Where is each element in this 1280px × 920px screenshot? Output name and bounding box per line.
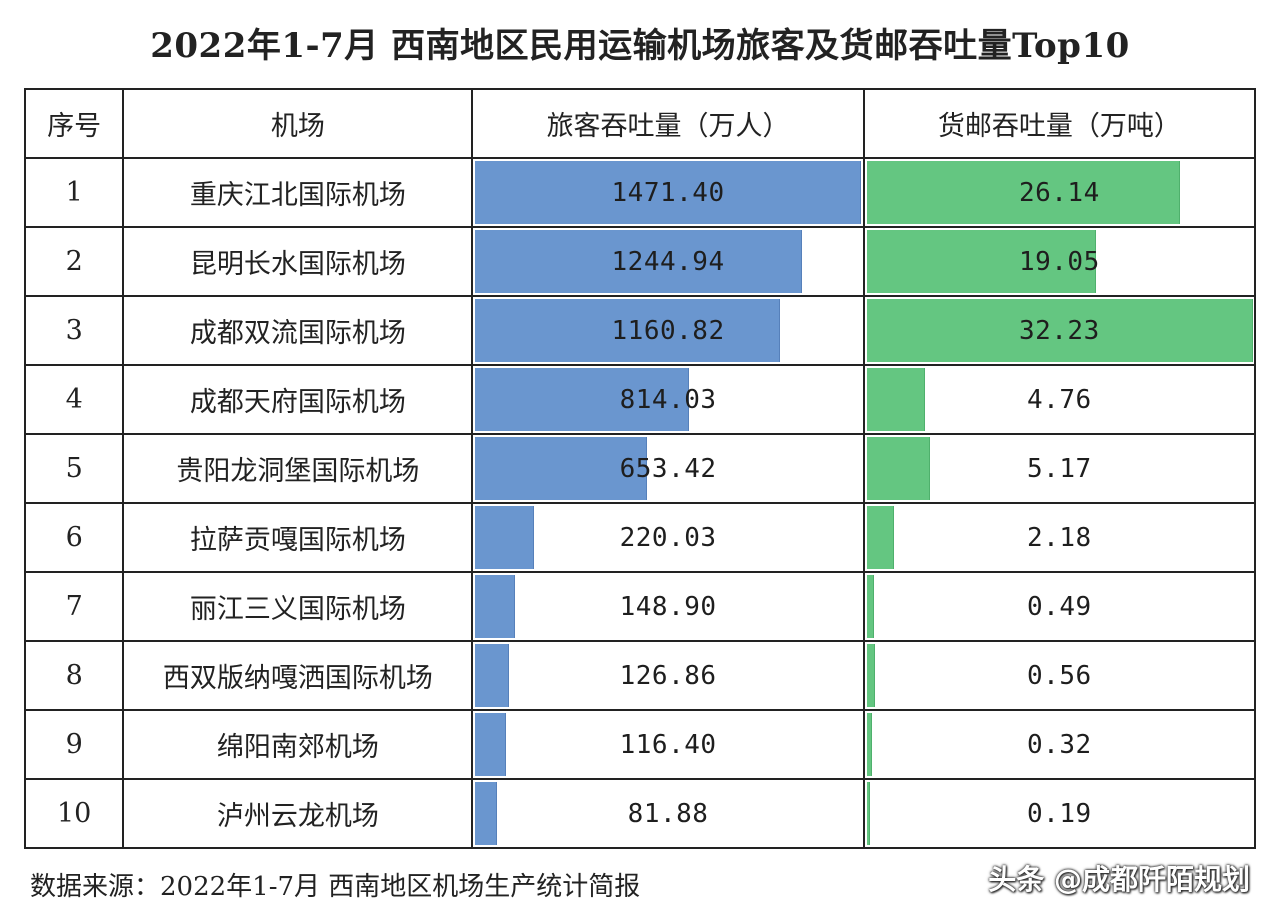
table-row: 3 成都双流国际机场 1160.82 32.23 — [23, 295, 1257, 366]
table-row: 7 丽江三义国际机场 148.90 0.49 — [23, 571, 1257, 642]
passenger-cell: 126.86 — [471, 640, 865, 711]
cargo-value: 5.17 — [1027, 454, 1092, 484]
table-row: 10 泸州云龙机场 81.88 0.19 — [23, 778, 1257, 849]
passenger-value: 148.90 — [619, 592, 717, 622]
row-number: 10 — [23, 778, 125, 849]
table-row: 1 重庆江北国际机场 1471.40 26.14 — [23, 157, 1257, 228]
passenger-bar — [475, 644, 510, 707]
table-row: 5 贵阳龙洞堡国际机场 653.42 5.17 — [23, 433, 1257, 504]
passenger-cell: 148.90 — [471, 571, 865, 642]
passenger-cell: 653.42 — [471, 433, 865, 504]
row-number: 2 — [23, 226, 125, 297]
passenger-bar — [475, 230, 803, 293]
table-header-row: 序号 机场 旅客吞吐量（万人） 货邮吞吐量（万吨） — [23, 88, 1257, 159]
cargo-cell: 32.23 — [862, 295, 1257, 366]
header-no: 序号 — [23, 88, 125, 159]
airport-name: 重庆江北国际机场 — [122, 157, 474, 228]
row-number: 4 — [23, 364, 125, 435]
passenger-cell: 1160.82 — [471, 295, 865, 366]
row-number: 9 — [23, 709, 125, 780]
header-airport: 机场 — [122, 88, 474, 159]
row-number: 6 — [23, 502, 125, 573]
cargo-bar — [866, 644, 875, 707]
chart-title: 2022年1-7月 西南地区民用运输机场旅客及货邮吞吐量Top10 — [150, 26, 1130, 66]
cargo-bar — [866, 713, 872, 776]
passenger-value: 1471.40 — [611, 178, 725, 208]
cargo-bar — [866, 506, 894, 569]
cargo-cell: 0.19 — [862, 778, 1257, 849]
passenger-bar — [475, 368, 690, 431]
passenger-bar — [475, 299, 781, 362]
header-passenger: 旅客吞吐量（万人） — [471, 88, 865, 159]
airport-name: 成都双流国际机场 — [122, 295, 474, 366]
passenger-value: 116.40 — [619, 730, 717, 760]
cargo-cell: 2.18 — [862, 502, 1257, 573]
passenger-bar — [475, 506, 535, 569]
passenger-value: 126.86 — [619, 661, 717, 691]
cargo-cell: 4.76 — [862, 364, 1257, 435]
cargo-cell: 19.05 — [862, 226, 1257, 297]
passenger-value: 1160.82 — [611, 316, 725, 346]
data-table: 序号 机场 旅客吞吐量（万人） 货邮吞吐量（万吨） 1 重庆江北国际机场 1471.… — [23, 88, 1257, 849]
cargo-value: 0.32 — [1027, 730, 1092, 760]
table-row: 9 绵阳南郊机场 116.40 0.32 — [23, 709, 1257, 780]
row-number: 5 — [23, 433, 125, 504]
cargo-cell: 0.32 — [862, 709, 1257, 780]
passenger-bar — [475, 782, 498, 845]
passenger-cell: 81.88 — [471, 778, 865, 849]
header-cargo: 货邮吞吐量（万吨） — [862, 88, 1257, 159]
airport-name: 西双版纳嘎洒国际机场 — [122, 640, 474, 711]
cargo-value: 0.19 — [1027, 799, 1092, 829]
airport-name: 拉萨贡嘎国际机场 — [122, 502, 474, 573]
passenger-cell: 116.40 — [471, 709, 865, 780]
table-row: 4 成都天府国际机场 814.03 4.76 — [23, 364, 1257, 435]
watermark: 头条 @成都阡陌规划 — [988, 863, 1250, 896]
passenger-cell: 1471.40 — [471, 157, 865, 228]
cargo-value: 4.76 — [1027, 385, 1092, 415]
table-row: 8 西双版纳嘎洒国际机场 126.86 0.56 — [23, 640, 1257, 711]
airport-name: 昆明长水国际机场 — [122, 226, 474, 297]
cargo-cell: 5.17 — [862, 433, 1257, 504]
passenger-value: 81.88 — [627, 799, 709, 829]
row-number: 3 — [23, 295, 125, 366]
airport-name: 绵阳南郊机场 — [122, 709, 474, 780]
cargo-value: 19.05 — [1018, 247, 1100, 277]
airport-name: 贵阳龙洞堡国际机场 — [122, 433, 474, 504]
passenger-value: 220.03 — [619, 523, 717, 553]
airport-name: 泸州云龙机场 — [122, 778, 474, 849]
passenger-value: 814.03 — [619, 385, 717, 415]
cargo-bar — [866, 368, 925, 431]
cargo-cell: 0.56 — [862, 640, 1257, 711]
cargo-bar — [866, 575, 874, 638]
cargo-bar — [866, 782, 870, 845]
table-row: 2 昆明长水国际机场 1244.94 19.05 — [23, 226, 1257, 297]
airport-name: 丽江三义国际机场 — [122, 571, 474, 642]
passenger-cell: 814.03 — [471, 364, 865, 435]
passenger-bar — [475, 575, 516, 638]
passenger-bar — [475, 161, 862, 224]
cargo-bar — [866, 230, 1096, 293]
data-source-note: 数据来源：2022年1-7月 西南地区机场生产统计简报 — [30, 872, 641, 902]
cargo-bar — [866, 161, 1180, 224]
row-number: 1 — [23, 157, 125, 228]
cargo-value: 2.18 — [1027, 523, 1092, 553]
passenger-cell: 1244.94 — [471, 226, 865, 297]
passenger-bar — [475, 437, 648, 500]
row-number: 7 — [23, 571, 125, 642]
cargo-bar — [866, 437, 930, 500]
passenger-bar — [475, 713, 507, 776]
table-row: 6 拉萨贡嘎国际机场 220.03 2.18 — [23, 502, 1257, 573]
cargo-value: 0.49 — [1027, 592, 1092, 622]
cargo-value: 0.56 — [1027, 661, 1092, 691]
passenger-value: 1244.94 — [611, 247, 725, 277]
cargo-cell: 26.14 — [862, 157, 1257, 228]
passenger-cell: 220.03 — [471, 502, 865, 573]
passenger-value: 653.42 — [619, 454, 717, 484]
cargo-bar — [866, 299, 1253, 362]
row-number: 8 — [23, 640, 125, 711]
cargo-cell: 0.49 — [862, 571, 1257, 642]
cargo-value: 26.14 — [1018, 178, 1100, 208]
airport-name: 成都天府国际机场 — [122, 364, 474, 435]
cargo-value: 32.23 — [1018, 316, 1100, 346]
